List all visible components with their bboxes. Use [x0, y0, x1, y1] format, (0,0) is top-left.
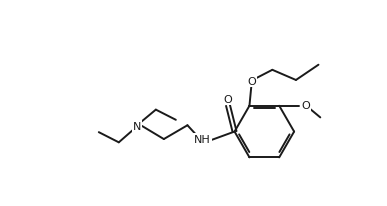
Text: O: O — [247, 76, 256, 86]
Text: NH: NH — [194, 134, 211, 144]
Text: O: O — [224, 95, 232, 105]
Text: N: N — [133, 121, 141, 131]
Text: O: O — [301, 101, 310, 110]
